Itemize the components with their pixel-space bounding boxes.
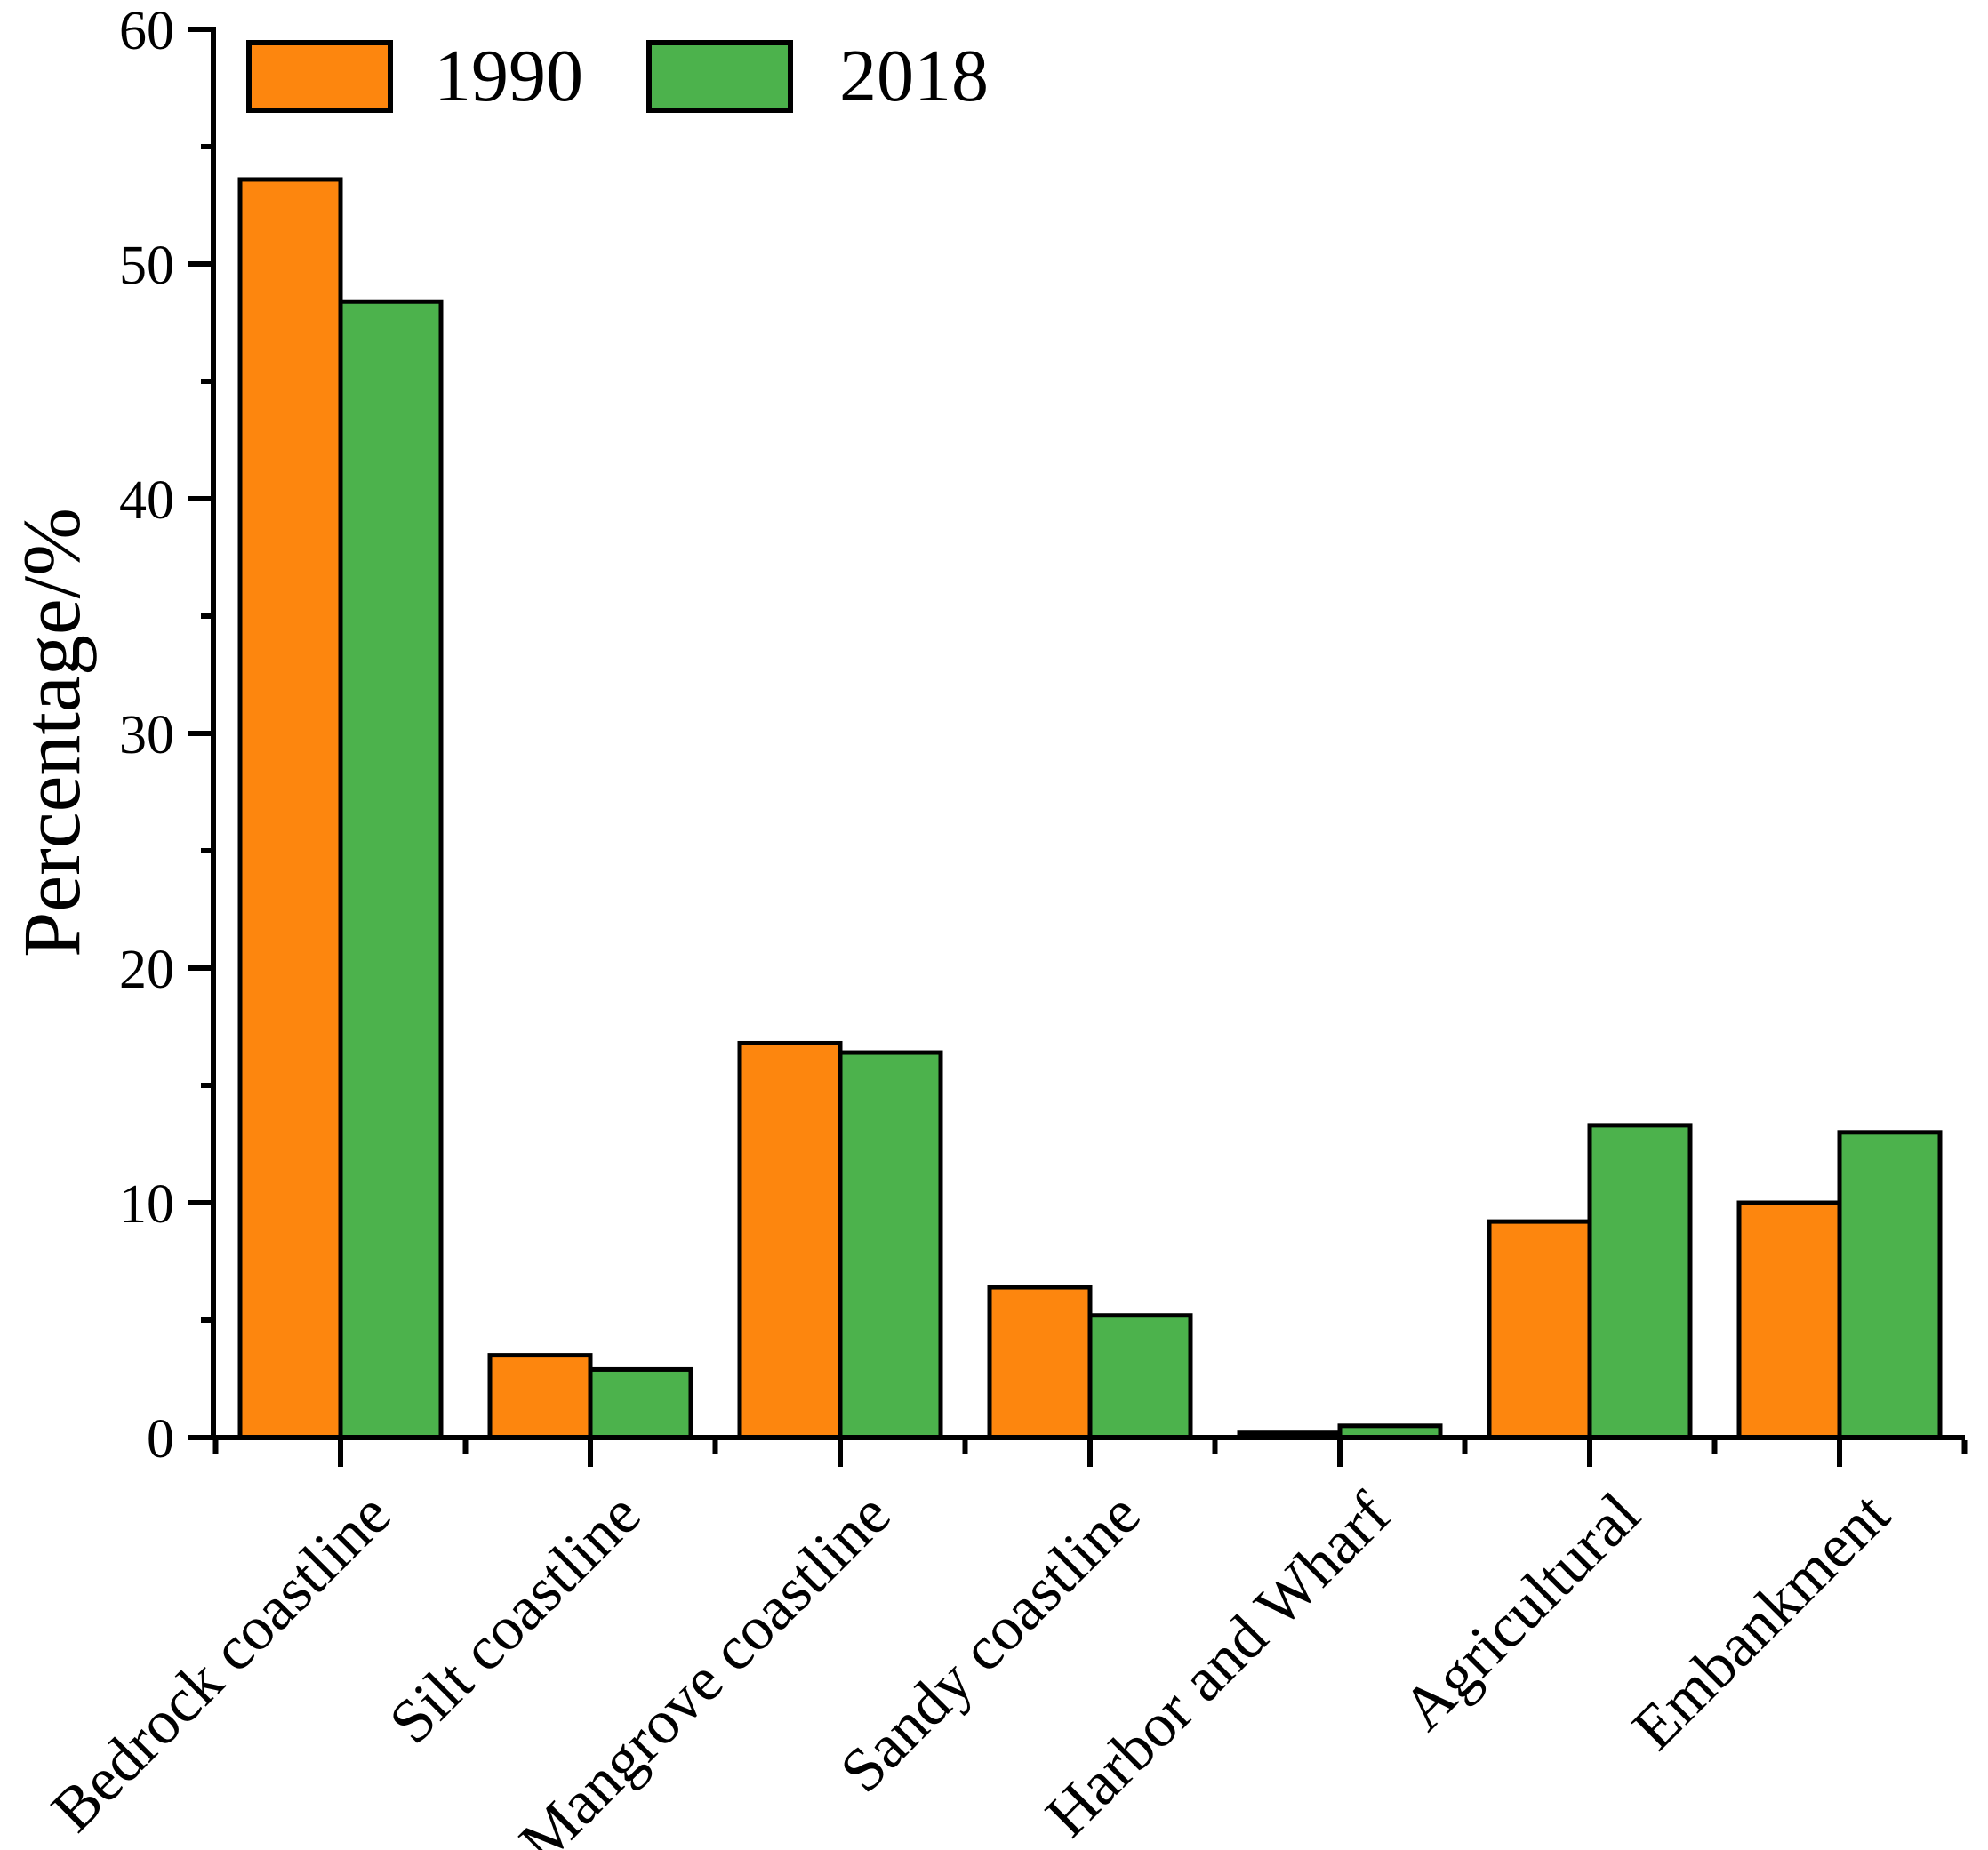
y-tick-label-30: 30 — [119, 705, 174, 765]
bar-2018-agricultural — [1587, 1123, 1693, 1440]
x-category-label-embankment: Embankment — [1620, 1479, 1904, 1763]
bar-2018-silt-coastline — [588, 1366, 693, 1440]
y-tick-label-20: 20 — [119, 940, 174, 1000]
legend-label-2018: 2018 — [839, 35, 989, 117]
bar-1990-embankment — [1736, 1200, 1842, 1440]
bar-2018-bedrock-coastline — [338, 299, 444, 1440]
y-tick-label-50: 50 — [119, 236, 174, 296]
y-tick-label-10: 10 — [119, 1174, 174, 1235]
bar-2018-mangrove-coastline — [838, 1050, 943, 1440]
y-tick-label-60: 60 — [119, 1, 174, 61]
bar-1990-mangrove-coastline — [737, 1040, 843, 1440]
legend-swatch-1990 — [246, 40, 393, 113]
bar-1990-agricultural — [1487, 1219, 1592, 1440]
bar-2018-sandy-coastline — [1087, 1313, 1193, 1440]
bar-2018-embankment — [1837, 1130, 1943, 1440]
bar-1990-bedrock-coastline — [237, 177, 343, 1440]
x-category-label-silt-coastline: Silt coastline — [377, 1480, 654, 1758]
bar-1990-sandy-coastline — [987, 1285, 1093, 1440]
y-tick-label-0: 0 — [147, 1409, 174, 1470]
bar-1990-silt-coastline — [487, 1353, 593, 1440]
y-tick-label-40: 40 — [119, 470, 174, 531]
y-axis-label: Percentage/% — [6, 508, 97, 957]
legend-swatch-2018 — [646, 40, 793, 113]
x-category-label-agricultural: Agricultural — [1390, 1480, 1653, 1743]
legend-label-1990: 1990 — [434, 35, 583, 117]
x-category-label-bedrock-coastline: Bedrock coastline — [39, 1480, 404, 1845]
